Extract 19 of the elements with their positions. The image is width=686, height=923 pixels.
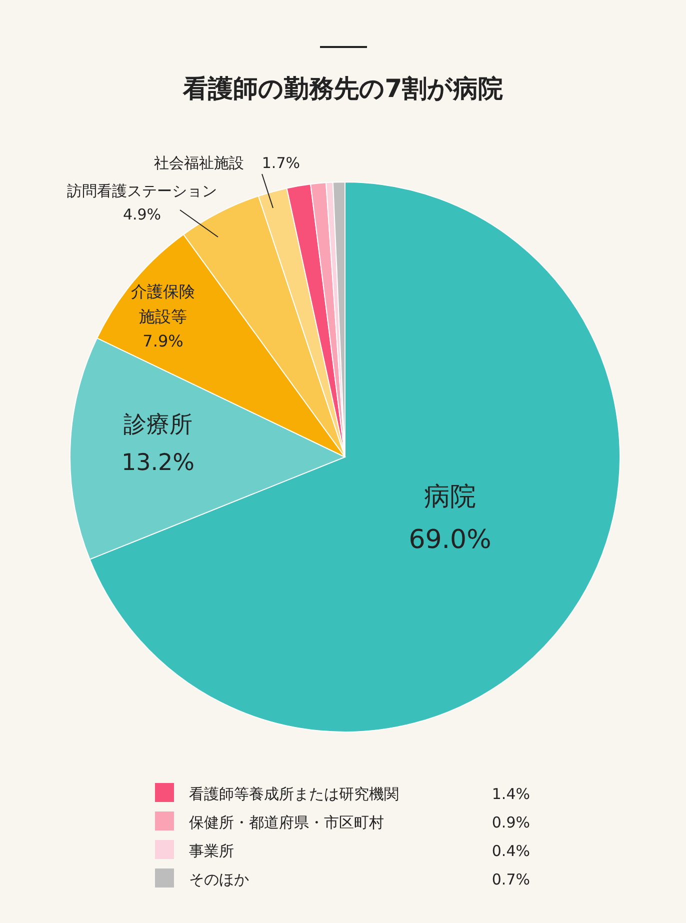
legend-label: そのほか [189,870,249,888]
data-label: 4.9% [122,205,162,224]
data-label: 0.7% [492,870,530,888]
data-label: 0.4% [492,842,530,860]
slice-label: 社会福祉施設 [154,154,244,172]
slice-label: 介護保険施設等 [131,282,195,326]
data-label: 1.7% [262,154,300,172]
legend-label: 保健所・都道府県・市区町村 [189,814,384,832]
slice-label: 訪問看護ステーション [67,182,217,200]
legend-label: 看護師等養成所または研究機関 [189,785,399,803]
data-label: 7.9% [142,332,184,351]
data-label: 0.9% [492,814,530,832]
slice-label: 病院 [424,482,476,512]
data-label: 69.0% [408,524,492,555]
chart-title: 看護師の勤務先の7割が病院 [182,74,504,103]
legend-label: 事業所 [189,842,234,860]
slice-label: 診療所 [124,412,192,438]
data-label: 1.4% [492,785,530,803]
data-label: 13.2% [121,450,195,476]
